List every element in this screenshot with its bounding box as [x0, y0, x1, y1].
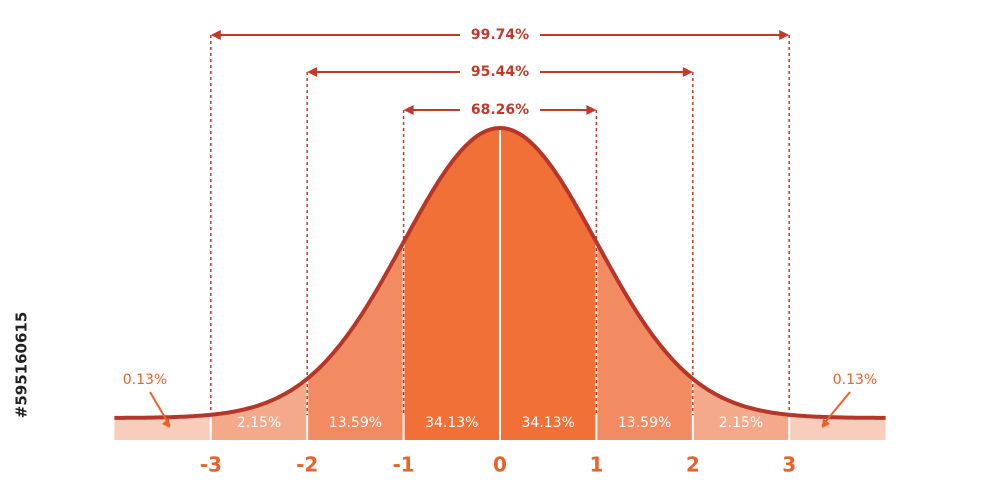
region [210, 378, 308, 440]
segment-label: 2.15% [237, 415, 281, 431]
region [692, 378, 790, 440]
arrow-head [210, 30, 221, 40]
x-tick-label: -1 [392, 453, 414, 477]
tail-label: 0.13% [123, 372, 167, 388]
range-label: 95.44% [471, 64, 529, 80]
arrow-head [403, 105, 414, 115]
arrow-head [586, 105, 597, 115]
range-label: 68.26% [471, 102, 529, 118]
x-tick-label: 2 [686, 453, 700, 477]
arrow-head [779, 30, 790, 40]
tail-arrow-head [822, 418, 830, 428]
segment-label: 34.13% [522, 415, 575, 431]
curve [114, 125, 886, 420]
x-tick-label: 1 [589, 453, 603, 477]
tail-arrow-head [162, 418, 170, 428]
x-tick-label: 0 [493, 453, 507, 477]
range-label: 99.74% [471, 27, 529, 43]
region [596, 242, 693, 440]
segment-label: 2.15% [719, 415, 763, 431]
x-tick-label: -2 [296, 453, 318, 477]
arrow-head [682, 67, 693, 77]
region [789, 414, 886, 440]
image-id: #595160615 [13, 312, 31, 419]
segment-label: 34.13% [425, 415, 478, 431]
segment-label: 13.59% [329, 415, 382, 431]
region [403, 128, 500, 440]
tail-arrow [821, 391, 851, 427]
region [114, 414, 211, 440]
arrow-head [307, 67, 318, 77]
x-tick-label: 3 [782, 453, 796, 477]
tail-label: 0.13% [833, 372, 877, 388]
x-tick-label: -3 [200, 453, 222, 477]
region [307, 242, 404, 440]
segment-label: 13.59% [618, 415, 671, 431]
region [500, 128, 597, 440]
